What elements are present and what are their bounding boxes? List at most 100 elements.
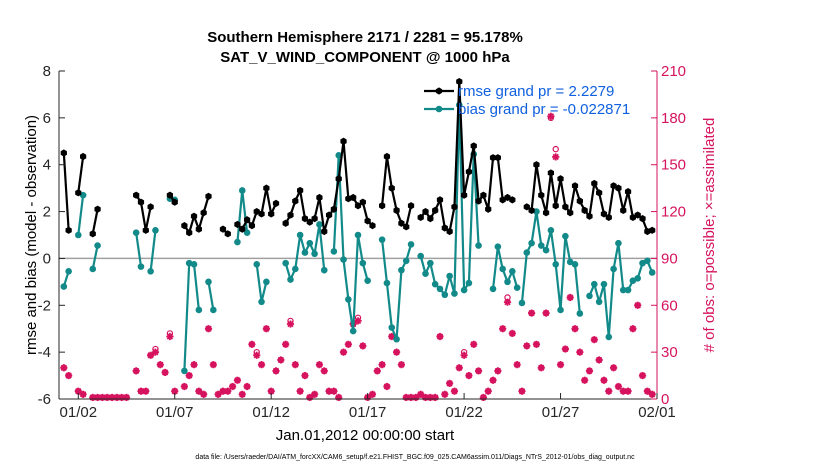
rmse-point	[629, 213, 637, 222]
rmse-point	[644, 227, 651, 236]
bias-point	[359, 259, 367, 267]
bias-point	[258, 298, 265, 306]
bias-point	[340, 256, 347, 263]
assimilated-obs-markers	[60, 112, 656, 402]
rmse-line-segment	[135, 194, 152, 232]
y-right-tick-label: 180	[661, 110, 686, 127]
rmse-point	[287, 211, 294, 219]
legend-label: bias grand pr = -0.022871	[458, 101, 630, 118]
bias-point	[316, 221, 323, 228]
assimilated-obs-point	[634, 301, 642, 309]
assimilated-obs-point	[556, 361, 565, 369]
bias-point	[205, 278, 212, 286]
assimilated-obs-stroke	[528, 309, 535, 317]
bias-point	[311, 250, 318, 258]
assimilated-obs-point	[253, 351, 261, 359]
rmse-point	[605, 213, 612, 222]
assimilated-obs-stroke	[644, 388, 651, 395]
assimilated-obs-point	[518, 387, 526, 395]
rmse-point	[272, 199, 280, 207]
bias-point	[147, 268, 154, 275]
bias-point	[648, 269, 656, 276]
bias-point	[600, 280, 608, 288]
rmse-point	[571, 182, 579, 190]
bias-point	[287, 276, 294, 283]
bias-point	[65, 268, 72, 275]
assimilated-obs-point	[296, 387, 304, 395]
assimilated-obs-point	[229, 382, 237, 391]
rmse-point	[321, 227, 328, 236]
bias-point	[263, 278, 270, 286]
rmse-point	[465, 168, 473, 176]
assimilated-obs-point	[315, 361, 324, 369]
bias-point	[89, 265, 97, 273]
assimilated-obs-point	[180, 382, 188, 391]
bias-point	[595, 298, 603, 306]
legend-swatch-marker	[435, 105, 443, 113]
rmse-line-segment	[91, 209, 99, 235]
rmse-point	[253, 207, 260, 216]
assimilated-obs-stroke	[509, 330, 516, 337]
assimilated-obs-stroke	[132, 367, 140, 375]
bias-point	[181, 367, 188, 375]
rmse-point	[460, 191, 468, 199]
rmse-point	[441, 224, 448, 232]
assimilated-obs-point	[272, 367, 280, 375]
assimilated-obs-stroke	[485, 388, 492, 395]
bias-point	[388, 324, 396, 331]
bias-point	[460, 286, 468, 294]
bias-point	[475, 242, 482, 249]
assimilated-obs-point	[200, 390, 208, 398]
bias-point	[335, 152, 343, 159]
bias-point	[624, 286, 632, 294]
plot-frame	[58, 71, 658, 400]
y-right-tick-label: 90	[661, 250, 678, 267]
assimilated-obs-stroke	[214, 391, 222, 398]
rmse-point	[166, 191, 174, 199]
bias-point	[320, 266, 328, 274]
assimilated-obs-stroke	[75, 388, 82, 395]
assimilated-obs-stroke	[296, 388, 304, 395]
assimilated-obs-point	[614, 382, 623, 391]
rmse-point	[316, 193, 323, 202]
rmse-line-segment	[77, 156, 85, 193]
assimilated-obs-point	[132, 367, 140, 375]
x-axis-ticks: 01/02 01/07 01/12 01/17 01/22 01/27 02/01	[60, 393, 676, 421]
assimilated-obs-stroke	[200, 391, 207, 398]
assimilated-obs-point	[503, 298, 512, 306]
assimilated-obs-stroke	[542, 309, 550, 317]
assimilated-obs-stroke	[60, 364, 68, 371]
assimilated-obs-point	[605, 387, 613, 395]
rmse-point	[451, 203, 458, 211]
assimilated-obs-point	[499, 325, 507, 333]
assimilated-obs-point	[373, 367, 381, 375]
bias-point	[451, 290, 458, 297]
bias-point	[330, 248, 338, 255]
assimilated-obs-stroke	[248, 341, 256, 348]
assimilated-obs-point	[65, 371, 73, 380]
assimilated-obs-point	[277, 356, 285, 364]
rmse-point	[528, 206, 535, 214]
rmse-point	[248, 222, 256, 230]
rmse-point	[359, 198, 366, 206]
assimilated-obs-point	[450, 387, 459, 395]
bias-line-segment	[91, 245, 99, 270]
assimilated-obs-point	[339, 348, 348, 356]
assimilated-obs-stroke	[345, 341, 352, 348]
assimilated-obs-point	[79, 390, 87, 398]
assimilated-obs-point	[147, 351, 155, 359]
rmse-point	[538, 191, 545, 199]
assimilated-obs-point	[532, 340, 541, 348]
bias-line-segment	[149, 230, 157, 272]
rmse-point	[615, 184, 622, 192]
rmse-point	[378, 202, 386, 210]
rmse-point	[470, 142, 477, 150]
rmse-point	[504, 193, 511, 202]
x-tick-label: 01/17	[349, 404, 387, 421]
bias-point	[152, 227, 159, 234]
assimilated-obs-stroke	[292, 361, 299, 368]
bias-point	[422, 270, 429, 277]
bias-point	[94, 242, 101, 249]
y-tick-label: -2	[38, 297, 51, 314]
assimilated-obs-stroke	[157, 361, 164, 368]
